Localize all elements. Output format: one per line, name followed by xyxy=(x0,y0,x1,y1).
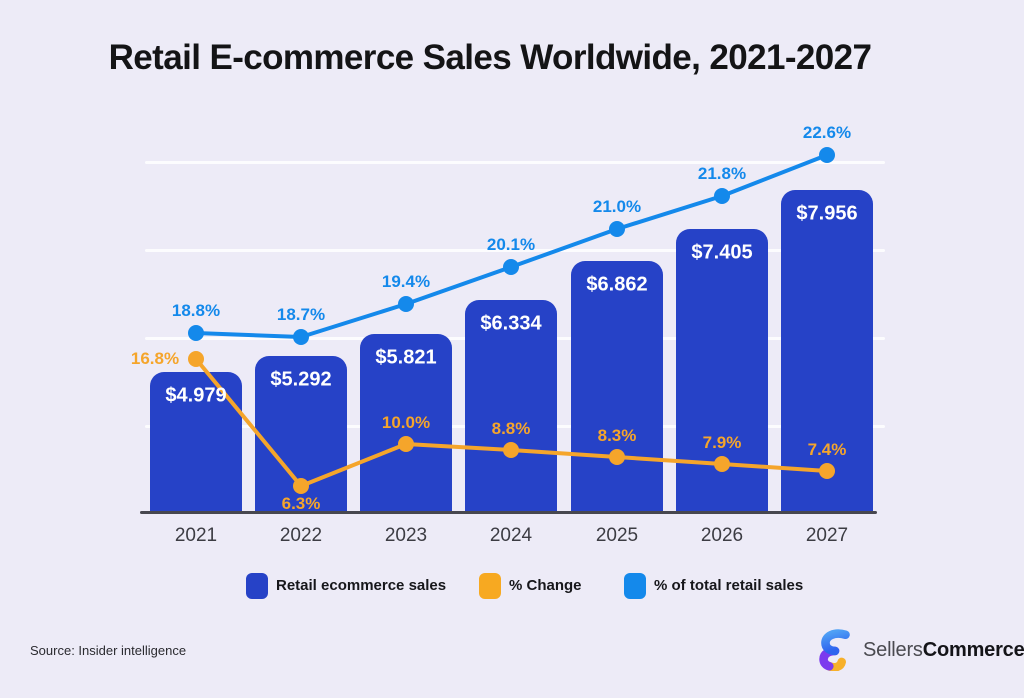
pct-total-label-2021: 18.8% xyxy=(171,301,221,320)
source-text: Source: Insider intelligence xyxy=(30,643,187,658)
pct-change-label-2026: 7.9% xyxy=(702,433,742,452)
bar-value-label-2025: $6.862 xyxy=(586,273,648,296)
bar-value-label-2026: $7.405 xyxy=(691,241,753,264)
pct-total-label-2027: 22.6% xyxy=(802,123,852,142)
x-axis-label-2021: 2021 xyxy=(174,525,218,546)
legend-item-pct-total: % of total retail sales xyxy=(624,573,803,599)
chart-title: Retail E-commerce Sales Worldwide, 2021-… xyxy=(108,38,872,77)
bar-value-label-2021: $4.979 xyxy=(165,384,227,407)
bar-value-label-2024: $6.334 xyxy=(480,312,542,335)
bar-2025 xyxy=(571,261,663,513)
pct-total-retail-marker-2023 xyxy=(398,296,414,312)
sellerscommerce-logo: SellersCommerce xyxy=(814,629,1024,671)
x-axis-label-2022: 2022 xyxy=(279,525,323,546)
pct-total-label-2024: 20.1% xyxy=(486,235,536,254)
bar-value-label-2023: $5.821 xyxy=(375,346,437,369)
x-axis-label-2027: 2027 xyxy=(805,525,849,546)
logo-wordmark: SellersCommerce xyxy=(863,638,1024,661)
pct-total-label-2023: 19.4% xyxy=(381,272,431,291)
pct-total-retail-marker-2025 xyxy=(609,221,625,237)
legend-label: Retail ecommerce sales xyxy=(276,577,447,594)
pct-total-retail-marker-2026 xyxy=(714,188,730,204)
legend-swatch-pct-change xyxy=(479,573,501,599)
pct-total-label-2025: 21.0% xyxy=(592,197,642,216)
pct-change-label-2021: 16.8% xyxy=(130,349,180,368)
sellerscommerce-logo-icon xyxy=(819,629,850,671)
pct-change-label-2027: 7.4% xyxy=(807,440,847,459)
bar-2027 xyxy=(781,190,873,513)
bar-2026 xyxy=(676,229,768,513)
legend-item-retail-sales: Retail ecommerce sales xyxy=(246,573,446,599)
pct-change-label-2025: 8.3% xyxy=(597,426,637,445)
pct-total-label-2026: 21.8% xyxy=(697,164,747,183)
x-axis-line xyxy=(140,511,877,514)
x-axis-label-2025: 2025 xyxy=(595,525,639,546)
pct-change-marker-2021 xyxy=(188,351,204,367)
x-axis-label-2024: 2024 xyxy=(489,525,533,546)
legend-label: % Change xyxy=(509,577,582,594)
x-axis-label-2023: 2023 xyxy=(384,525,428,546)
pct-change-label-2022: 6.3% xyxy=(281,494,321,513)
x-axis-label-2026: 2026 xyxy=(700,525,744,546)
bar-value-label-2022: $5.292 xyxy=(270,368,332,391)
legend-item-pct-change: % Change xyxy=(479,573,582,599)
pct-change-label-2024: 8.8% xyxy=(491,419,531,438)
gridline xyxy=(145,161,885,164)
legend-swatch-bar xyxy=(246,573,268,599)
bar-value-label-2027: $7.956 xyxy=(796,202,858,225)
pct-change-label-2023: 10.0% xyxy=(381,413,431,432)
pct-total-retail-marker-2024 xyxy=(503,259,519,275)
legend-swatch-pct-total xyxy=(624,573,646,599)
pct-total-label-2022: 18.7% xyxy=(276,305,326,324)
legend-label: % of total retail sales xyxy=(654,577,804,594)
